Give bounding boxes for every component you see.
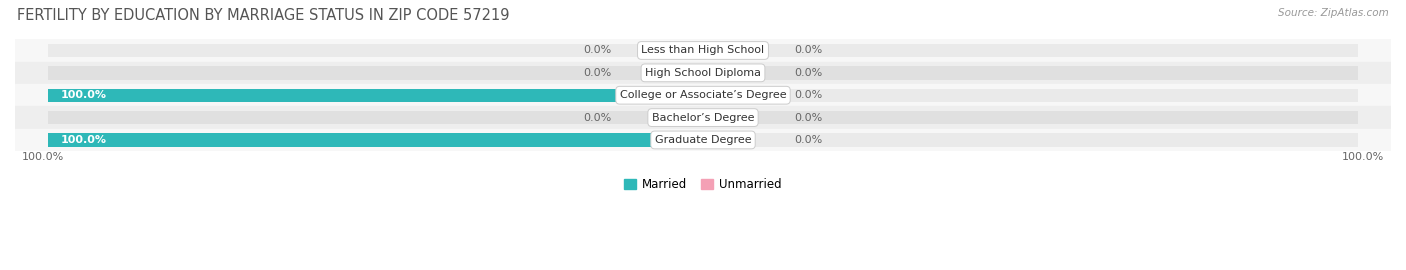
Bar [703, 44, 1358, 57]
Bar [703, 89, 1358, 102]
Bar [48, 133, 703, 147]
Bar [15, 129, 1391, 151]
Bar [48, 111, 703, 124]
Text: Bachelor’s Degree: Bachelor’s Degree [652, 113, 754, 123]
Text: 0.0%: 0.0% [794, 68, 823, 78]
Bar [703, 111, 1358, 124]
Bar [48, 133, 703, 147]
Text: FERTILITY BY EDUCATION BY MARRIAGE STATUS IN ZIP CODE 57219: FERTILITY BY EDUCATION BY MARRIAGE STATU… [17, 8, 509, 23]
Bar [48, 89, 703, 102]
Text: 0.0%: 0.0% [794, 90, 823, 100]
Text: 0.0%: 0.0% [583, 113, 612, 123]
Bar [15, 84, 1391, 106]
Bar [703, 66, 1358, 80]
Text: Source: ZipAtlas.com: Source: ZipAtlas.com [1278, 8, 1389, 18]
Text: 100.0%: 100.0% [60, 90, 107, 100]
Text: High School Diploma: High School Diploma [645, 68, 761, 78]
Text: 100.0%: 100.0% [21, 152, 63, 162]
Text: 0.0%: 0.0% [583, 45, 612, 55]
Bar [15, 106, 1391, 129]
Bar [48, 44, 703, 57]
Bar [703, 133, 1358, 147]
Bar [15, 62, 1391, 84]
Text: 0.0%: 0.0% [794, 135, 823, 145]
Text: 0.0%: 0.0% [794, 113, 823, 123]
Text: 100.0%: 100.0% [60, 135, 107, 145]
Bar [15, 39, 1391, 62]
Text: Graduate Degree: Graduate Degree [655, 135, 751, 145]
Text: 0.0%: 0.0% [583, 68, 612, 78]
Text: 100.0%: 100.0% [1343, 152, 1385, 162]
Text: 0.0%: 0.0% [794, 45, 823, 55]
Legend: Married, Unmarried: Married, Unmarried [620, 173, 786, 195]
Bar [48, 66, 703, 80]
Text: College or Associate’s Degree: College or Associate’s Degree [620, 90, 786, 100]
Text: Less than High School: Less than High School [641, 45, 765, 55]
Bar [48, 89, 703, 102]
